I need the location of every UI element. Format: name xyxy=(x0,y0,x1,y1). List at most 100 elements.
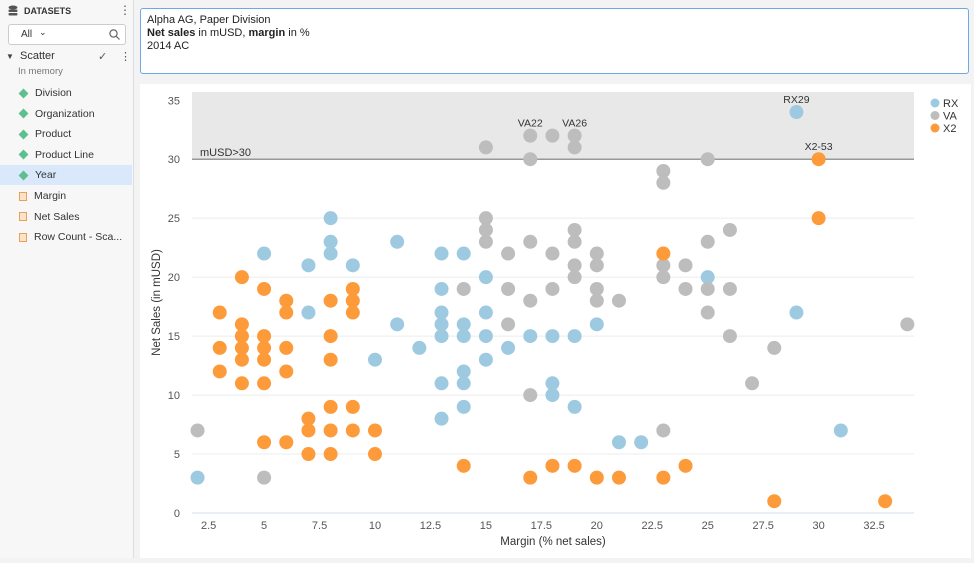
field-margin[interactable]: Margin xyxy=(0,186,132,206)
data-point-rx xyxy=(434,376,449,391)
field-label: Margin xyxy=(34,190,67,202)
filter-value: All xyxy=(21,29,33,40)
dimension-icon xyxy=(18,170,29,181)
data-point-rx xyxy=(611,435,626,450)
data-point-rx xyxy=(434,411,449,426)
data-point-va xyxy=(501,281,516,296)
field-product-line[interactable]: Product Line xyxy=(0,145,132,165)
data-point-rx xyxy=(478,305,493,320)
measure-icon xyxy=(19,212,27,222)
data-point-va xyxy=(567,234,582,249)
data-point-va xyxy=(567,140,582,155)
y-tick-label: 5 xyxy=(174,449,180,461)
field-label: Product xyxy=(35,128,72,141)
data-point-x2 xyxy=(345,399,360,414)
title-line-1: Alpha AG, Paper Division xyxy=(147,14,271,26)
dimension-icon xyxy=(18,88,29,98)
data-point-rx xyxy=(323,211,338,226)
data-point-rx xyxy=(545,329,560,344)
data-point-va xyxy=(523,128,538,143)
data-point-x2 xyxy=(257,376,272,391)
data-point-x2 xyxy=(212,364,227,379)
point-annotation: X2-53 xyxy=(805,141,833,153)
data-point-x2 xyxy=(257,340,272,355)
data-point-x2 xyxy=(656,246,671,261)
field-label: Organization xyxy=(35,107,95,120)
data-point-rx xyxy=(789,305,804,320)
check-icon: ✓ xyxy=(98,51,108,63)
datasets-header: DATASETS xyxy=(8,5,71,16)
data-point-x2 xyxy=(257,435,272,450)
legend-label: X2 xyxy=(943,123,956,135)
field-label: Row Count - Sca... xyxy=(34,231,123,244)
data-point-x2 xyxy=(279,340,294,355)
title-text: in % xyxy=(285,27,310,39)
y-tick-label: 30 xyxy=(168,154,180,166)
data-point-x2 xyxy=(345,423,360,438)
data-point-x2 xyxy=(811,152,826,167)
point-annotation: RX29 xyxy=(783,94,809,106)
field-product[interactable]: Product xyxy=(0,124,132,144)
data-point-rx xyxy=(434,246,449,261)
data-point-va xyxy=(700,281,715,296)
data-point-va xyxy=(589,246,604,261)
chevron-down-icon[interactable]: ⌄ xyxy=(39,27,47,37)
search-icon[interactable] xyxy=(109,29,120,40)
data-point-va xyxy=(523,152,538,167)
data-point-x2 xyxy=(345,281,360,296)
data-point-rx xyxy=(434,281,449,296)
data-point-va xyxy=(190,423,205,438)
data-point-x2 xyxy=(323,329,338,344)
caret-down-icon[interactable]: ▼ xyxy=(6,52,14,61)
field-division[interactable]: Division xyxy=(0,83,132,103)
x-axis-title: Margin (% net sales) xyxy=(500,536,606,548)
data-point-rx xyxy=(390,317,405,332)
data-point-va xyxy=(722,281,737,296)
data-point-rx xyxy=(478,270,493,285)
title-text: in mUSD, xyxy=(195,27,249,39)
field-net-sales[interactable]: Net Sales xyxy=(0,207,132,227)
data-point-rx xyxy=(545,388,560,403)
data-point-va xyxy=(700,234,715,249)
data-point-rx xyxy=(301,305,316,320)
data-point-va xyxy=(501,317,516,332)
data-point-va xyxy=(257,470,272,485)
data-point-x2 xyxy=(367,423,382,438)
data-point-va xyxy=(589,281,604,296)
data-point-x2 xyxy=(611,470,626,485)
data-point-rx xyxy=(456,364,471,379)
x-tick-label: 12.5 xyxy=(420,520,441,532)
y-tick-label: 0 xyxy=(174,508,180,520)
data-point-va xyxy=(545,246,560,261)
data-point-x2 xyxy=(279,305,294,320)
x-tick-label: 25 xyxy=(702,520,714,532)
data-point-x2 xyxy=(523,470,538,485)
field-organization[interactable]: Organization xyxy=(0,104,132,124)
data-point-x2 xyxy=(212,305,227,320)
dataset-more-icon[interactable]: ⋮ xyxy=(120,51,131,63)
x-tick-label: 5 xyxy=(261,520,267,532)
data-point-va xyxy=(501,246,516,261)
data-point-x2 xyxy=(567,458,582,473)
dataset-scatter[interactable]: ▼ Scatter ✓ ⋮ xyxy=(6,50,131,63)
title-bold-net-sales: Net sales xyxy=(147,27,196,39)
data-point-x2 xyxy=(323,293,338,308)
dataset-filter[interactable]: All ⌄ xyxy=(8,24,126,45)
data-point-va xyxy=(523,234,538,249)
data-point-rx xyxy=(545,376,560,391)
data-point-rx xyxy=(456,399,471,414)
data-point-x2 xyxy=(878,494,893,509)
data-point-va xyxy=(656,423,671,438)
data-point-va xyxy=(678,281,693,296)
data-point-rx xyxy=(434,329,449,344)
datasets-more-icon[interactable]: ⋮ xyxy=(119,3,131,17)
x-tick-label: 7.5 xyxy=(312,520,327,532)
data-point-x2 xyxy=(301,411,316,426)
field-year[interactable]: Year xyxy=(0,165,132,186)
field-row-count-sca[interactable]: Row Count - Sca... xyxy=(0,227,132,247)
data-point-x2 xyxy=(301,447,316,462)
x-tick-label: 32.5 xyxy=(863,520,884,532)
chart-title-box[interactable]: Alpha AG, Paper Division Net sales in mU… xyxy=(140,8,969,74)
data-point-x2 xyxy=(234,340,249,355)
datasets-title: DATASETS xyxy=(24,5,72,16)
